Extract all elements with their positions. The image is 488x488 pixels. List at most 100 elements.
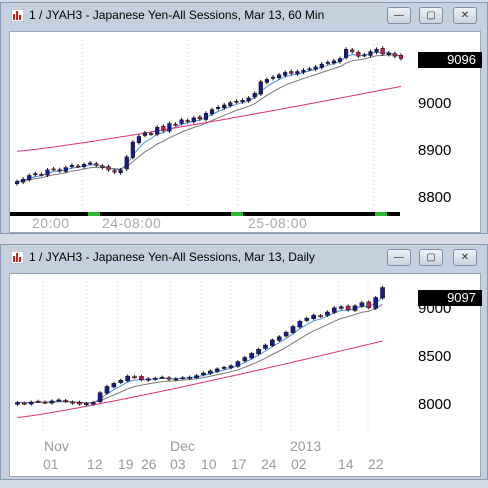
candle-down bbox=[94, 163, 99, 166]
candle-up bbox=[325, 62, 330, 64]
x-axis-day: 02 bbox=[291, 456, 307, 472]
candle-up bbox=[228, 102, 233, 106]
candle-down bbox=[173, 123, 178, 126]
x-axis-month: Dec bbox=[170, 438, 195, 454]
candle-up bbox=[331, 60, 336, 64]
candle-up bbox=[304, 317, 310, 321]
chart-app-icon bbox=[11, 251, 24, 264]
candle-up bbox=[301, 69, 306, 73]
candle-up bbox=[252, 93, 257, 98]
y-axis-label: 9000 bbox=[418, 95, 452, 112]
candle-up bbox=[214, 368, 220, 372]
candle-up bbox=[167, 123, 172, 132]
candle-down bbox=[35, 400, 41, 403]
candle-up bbox=[111, 383, 117, 388]
candle-up bbox=[256, 348, 261, 355]
candle-up bbox=[33, 173, 38, 176]
candle-down bbox=[149, 133, 154, 135]
candle-up bbox=[125, 375, 130, 382]
candle-up bbox=[187, 376, 192, 379]
close-button[interactable]: ✕ bbox=[453, 7, 477, 24]
window-titlebar[interactable]: 1 / JYAH3 - Japanese Yen-All Sessions, M… bbox=[1, 3, 487, 29]
candle-up bbox=[276, 336, 282, 341]
candle-down bbox=[106, 166, 111, 171]
last-price-label: 9096 bbox=[418, 52, 482, 68]
x-axis-day: 03 bbox=[170, 456, 186, 472]
candle-down bbox=[356, 51, 361, 57]
candle-up bbox=[136, 136, 141, 143]
chart-app-icon bbox=[11, 9, 24, 22]
candle-up bbox=[228, 365, 234, 369]
candle-up bbox=[221, 367, 227, 369]
y-axis-label: 8500 bbox=[418, 348, 452, 365]
candle-up bbox=[194, 375, 199, 378]
candle-up bbox=[69, 165, 74, 167]
session-bar bbox=[10, 212, 400, 216]
candle-up bbox=[130, 141, 135, 158]
minimize-button[interactable]: — bbox=[387, 7, 411, 24]
candle-down bbox=[39, 173, 44, 176]
candle-up bbox=[297, 321, 303, 328]
candle-up bbox=[155, 126, 160, 135]
candle-down bbox=[112, 170, 117, 173]
candle-down bbox=[398, 55, 404, 59]
candle-up bbox=[201, 372, 206, 376]
candle-up bbox=[368, 51, 373, 56]
candle-up bbox=[97, 392, 103, 402]
candle-up bbox=[311, 314, 316, 319]
candle-up bbox=[234, 100, 239, 103]
candle-down bbox=[392, 53, 397, 57]
x-axis-label: 25-08:00 bbox=[248, 215, 308, 231]
candle-up bbox=[386, 52, 391, 55]
x-axis-day: 19 bbox=[118, 456, 134, 472]
candle-up bbox=[249, 353, 254, 359]
candle-up bbox=[90, 402, 96, 405]
candle-up bbox=[142, 132, 148, 136]
candle-up bbox=[242, 357, 248, 362]
candle-up bbox=[49, 400, 55, 404]
minimize-button[interactable]: — bbox=[387, 249, 411, 266]
candle-up bbox=[319, 63, 324, 68]
candle-down bbox=[75, 165, 81, 168]
x-axis-day: 17 bbox=[231, 456, 247, 472]
candle-down bbox=[22, 402, 27, 405]
candle-down bbox=[57, 169, 62, 172]
y-axis-label: 8800 bbox=[418, 189, 452, 206]
candlestick-chart-daily bbox=[15, 282, 385, 432]
candle-down bbox=[166, 377, 172, 380]
candle-up bbox=[173, 378, 179, 381]
window-titlebar[interactable]: 1 / JYAH3 - Japanese Yen-All Sessions, M… bbox=[1, 245, 487, 271]
candle-up bbox=[118, 169, 123, 174]
candle-down bbox=[161, 125, 166, 131]
candle-up bbox=[203, 113, 209, 120]
price-plot-area[interactable]: 9096 9000 8900 8800 20:00 24-08:00 25-08… bbox=[9, 31, 482, 233]
candle-up bbox=[307, 68, 312, 71]
candle-up bbox=[374, 49, 379, 53]
candle-down bbox=[100, 165, 105, 168]
candle-down bbox=[63, 400, 68, 402]
candle-up bbox=[337, 58, 343, 62]
candle-down bbox=[289, 71, 294, 74]
chart-window-60min: 1 / JYAH3 - Japanese Yen-All Sessions, M… bbox=[0, 2, 488, 234]
candle-up bbox=[209, 109, 215, 115]
x-axis-day: 01 bbox=[43, 456, 59, 472]
candle-up bbox=[159, 376, 165, 379]
y-axis-label: 8900 bbox=[418, 142, 452, 159]
x-axis-month: 2013 bbox=[290, 438, 322, 454]
window-title: 1 / JYAH3 - Japanese Yen-All Sessions, M… bbox=[29, 8, 325, 22]
restore-button[interactable]: ▢ bbox=[419, 249, 443, 266]
candle-up bbox=[222, 104, 227, 109]
candle-up bbox=[179, 119, 184, 124]
x-axis-day: 14 bbox=[338, 456, 354, 472]
candle-up bbox=[263, 344, 268, 349]
x-axis-day: 10 bbox=[201, 456, 217, 472]
candle-down bbox=[42, 401, 48, 404]
close-button[interactable]: ✕ bbox=[453, 249, 477, 266]
candle-up bbox=[258, 81, 263, 95]
candle-up bbox=[146, 378, 151, 381]
candle-down bbox=[366, 301, 372, 309]
candle-up bbox=[277, 74, 282, 79]
price-plot-area[interactable]: 9097 9000 8500 8000 Nov Dec 2013 01 12 1… bbox=[9, 273, 482, 477]
restore-button[interactable]: ▢ bbox=[419, 7, 443, 24]
candle-up bbox=[180, 377, 186, 380]
